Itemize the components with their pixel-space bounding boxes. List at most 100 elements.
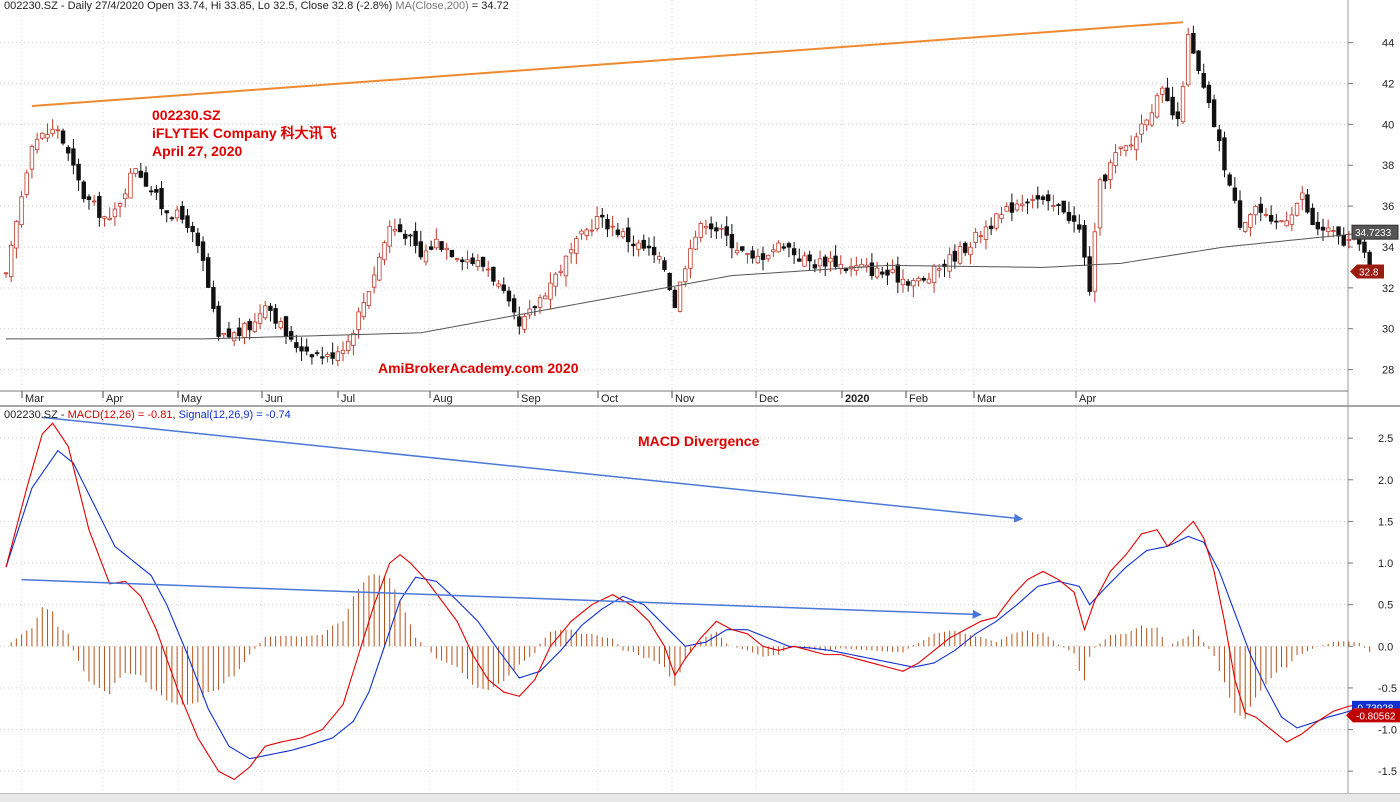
candle-body: [672, 289, 678, 308]
candle-body: [1004, 206, 1009, 212]
candle-body: [511, 298, 517, 313]
candle-body: [66, 147, 71, 154]
candle-body: [1315, 221, 1321, 230]
macd-tick-label: -1.0: [1378, 725, 1397, 737]
candle-body: [771, 249, 776, 253]
candle-body: [294, 342, 299, 348]
candle-body: [304, 346, 309, 352]
price-trendline: [31, 21, 1184, 107]
candle-body: [454, 258, 460, 260]
price-header-ma-label: MA(Close,200): [395, 0, 469, 12]
candle-body: [1077, 224, 1082, 230]
price-grid: 28 30 32 34 36 38 40 42 44: [0, 38, 1394, 377]
candle-body: [1097, 179, 1103, 229]
candle-body: [403, 233, 408, 239]
candle-body: [377, 256, 382, 281]
candle-body: [356, 311, 361, 330]
candle-body: [1113, 152, 1118, 167]
candle-body: [988, 225, 994, 230]
ma-tag-text: 34.7233: [1355, 228, 1392, 239]
candle-body: [1253, 205, 1258, 216]
candle-body: [1030, 199, 1035, 201]
price-header-ma-value: = 34.72: [468, 0, 509, 12]
candle-body: [40, 132, 45, 139]
candle-body: [408, 234, 413, 237]
candle-body: [231, 332, 237, 342]
candle-body: [895, 264, 901, 283]
candle-body: [563, 255, 569, 277]
candle-body: [3, 272, 9, 275]
month-label: Sep: [521, 393, 541, 405]
candle-body: [1056, 204, 1061, 206]
candle-body: [346, 340, 351, 351]
candle-body: [247, 321, 252, 331]
candle-body: [128, 172, 133, 199]
candle-body: [8, 244, 14, 277]
candle-body: [1123, 145, 1129, 151]
candle-body: [439, 241, 444, 250]
candle-body: [714, 227, 719, 232]
candle-body: [1108, 162, 1113, 180]
candle-body: [776, 242, 781, 253]
close-tag-text: 32.8: [1359, 267, 1379, 278]
candle-body: [1346, 239, 1352, 241]
candle-body: [159, 188, 164, 210]
candle-body: [449, 249, 455, 258]
candle-body: [1232, 187, 1238, 201]
macd-tick-label: 0.0: [1378, 641, 1393, 653]
candle-body: [1336, 226, 1341, 237]
candle-body: [1066, 212, 1072, 221]
price-header-symbol: 002230.SZ: [4, 0, 58, 12]
candle-body: [636, 242, 641, 250]
candle-body: [1320, 226, 1326, 231]
candle-body: [470, 257, 475, 265]
candle-body: [994, 213, 999, 229]
candle-body: [740, 246, 745, 251]
month-label: Nov: [675, 393, 695, 405]
macd-tag-text: -0.80562: [1356, 711, 1396, 722]
candle-body: [1294, 202, 1300, 216]
ma-value-tag: 34.7233: [1351, 224, 1399, 240]
macd-header-signal: Signal(12,26,9) = -0.74: [178, 409, 291, 421]
annotation-company: iFLYTEK Company 科大讯飞: [152, 125, 337, 141]
macd-tick-label: 1.5: [1378, 516, 1393, 528]
candle-body: [428, 246, 434, 250]
candle-body: [496, 283, 501, 287]
candle-body: [791, 248, 797, 256]
candle-body: [703, 225, 709, 229]
candle-body: [802, 255, 807, 267]
candle-body: [1341, 234, 1346, 246]
candle-body: [392, 228, 398, 232]
sheet-tabs-bar[interactable]: [0, 793, 1400, 802]
candle-body: [107, 217, 112, 220]
candle-body: [952, 250, 958, 262]
annotation-symbol: 002230.SZ: [152, 107, 221, 123]
candle-body: [418, 241, 423, 258]
candle-body: [688, 248, 693, 269]
candle-body: [1134, 136, 1139, 151]
candle-body: [760, 253, 766, 260]
candle-body: [574, 238, 579, 254]
candle-body: [983, 226, 989, 240]
candle-body: [1165, 87, 1170, 102]
candle-body: [460, 259, 465, 263]
candle-body: [434, 238, 439, 249]
candle-body: [999, 214, 1004, 219]
candle-body: [273, 308, 278, 324]
candle-body: [522, 315, 527, 330]
candle-body: [283, 316, 289, 337]
candle-body: [1243, 222, 1248, 232]
candle-body: [828, 257, 833, 263]
candle-body: [1139, 123, 1144, 135]
candle-body: [133, 168, 138, 175]
candle-body: [423, 250, 429, 263]
candle-body: [465, 259, 470, 263]
candle-body: [1149, 112, 1155, 126]
candle-body: [698, 223, 703, 238]
candle-body: [667, 273, 672, 290]
candle-body: [1211, 99, 1217, 128]
candle-body: [226, 328, 232, 338]
candle-body: [195, 232, 201, 246]
